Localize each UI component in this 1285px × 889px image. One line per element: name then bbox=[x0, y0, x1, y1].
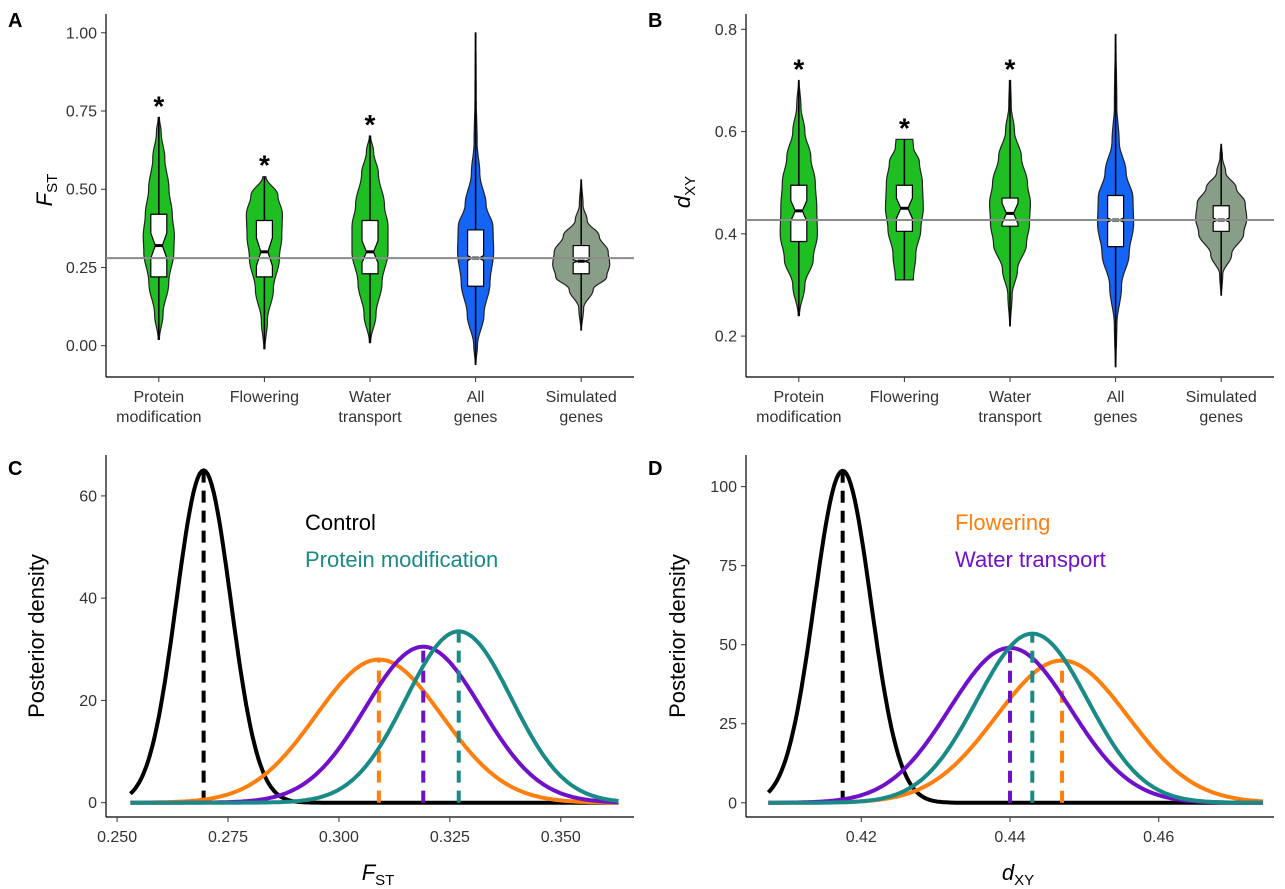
panel-c-y-axis-label: Posterior density bbox=[24, 554, 49, 718]
panel-a-y-tick-label: 1.00 bbox=[66, 25, 97, 42]
panel-c-legend-protein-modification: Protein modification bbox=[305, 547, 498, 572]
panel-b-significance-star: * bbox=[793, 53, 804, 84]
panel-d-plot-area: 0 25 50 75 100 0.42 0.44 0.46 bbox=[710, 455, 1274, 846]
panel-b-y-axis-label: dXY bbox=[670, 176, 699, 208]
panel-d-y-tick-label: 100 bbox=[710, 479, 737, 496]
panel-c-x-tick-label: 0.275 bbox=[208, 829, 248, 846]
panel-label-b: B bbox=[648, 10, 662, 32]
panel-c-density-curve bbox=[129, 468, 619, 805]
panel-c-density-curve bbox=[130, 629, 619, 805]
panel-d-y-tick-label: 75 bbox=[719, 558, 737, 575]
panel-d-legend-flowering: Flowering bbox=[955, 510, 1050, 535]
panel-c-y-tick-label: 60 bbox=[79, 488, 97, 505]
panel-c-x-tick-label: 0.300 bbox=[319, 829, 359, 846]
panel-c-plot-area: 0 20 40 60 0.250 0.275 0.300 0.325 0.350 bbox=[79, 455, 634, 846]
panel-b-x-tick-label: transport bbox=[978, 409, 1042, 426]
panel-d-y-tick-label: 25 bbox=[719, 716, 737, 733]
panel-a-x-tick-label: genes bbox=[559, 409, 603, 426]
panel-b-y-tick-label: 0.8 bbox=[715, 22, 737, 39]
panel-a-x-tick-label: Flowering bbox=[230, 389, 299, 406]
panel-c-legend-control: Control bbox=[305, 510, 376, 535]
panel-d-density-curve bbox=[768, 631, 1263, 805]
panel-a-significance-star: * bbox=[259, 150, 270, 181]
panel-a-box bbox=[255, 219, 273, 278]
panel-a-x-tick-label: Simulated bbox=[546, 389, 617, 406]
panel-d-x-tick-label: 0.46 bbox=[1143, 829, 1174, 846]
panel-a-x-tick-label: genes bbox=[454, 409, 498, 426]
panel-a-violin-fst: 0.00 0.25 0.50 0.75 1.00 Protein modification *… bbox=[32, 14, 634, 426]
panel-d-posterior-dxy: 0 25 50 75 100 0.42 0.44 0.46 Posterior density… bbox=[665, 455, 1274, 889]
panel-b-y-tick-label: 0.6 bbox=[715, 124, 737, 141]
panel-a-y-axis-label: FST bbox=[32, 174, 61, 207]
panel-b-x-tick-label: Flowering bbox=[870, 389, 939, 406]
panel-b-x-tick-label: genes bbox=[1094, 409, 1138, 426]
panel-b-x-tick-label: genes bbox=[1199, 409, 1243, 426]
panel-d-x-tick-label: 0.44 bbox=[994, 829, 1025, 846]
panel-a-box bbox=[361, 219, 379, 275]
panel-b-significance-star: * bbox=[899, 112, 910, 143]
panel-b-x-tick-label: Protein bbox=[773, 389, 824, 406]
panel-c-x-tick-label: 0.325 bbox=[430, 829, 470, 846]
panel-d-x-tick-label: 0.42 bbox=[846, 829, 877, 846]
panel-d-x-axis-label: dXY bbox=[1002, 860, 1034, 889]
panel-a-x-tick-label: All bbox=[467, 389, 485, 406]
panel-a-y-tick-label: 0.75 bbox=[66, 104, 97, 121]
panel-a-x-tick-label: modification bbox=[116, 409, 201, 426]
panel-d-y-axis-label: Posterior density bbox=[665, 554, 690, 718]
panel-a-y-tick-label: 0.00 bbox=[66, 338, 97, 355]
panel-a-x-tick-label: Water bbox=[349, 389, 392, 406]
panel-b-plot-area: 0.2 0.4 0.6 0.8 Protein modification * Flowerin… bbox=[715, 14, 1274, 426]
panel-c-density-curve bbox=[130, 657, 619, 805]
panel-c-x-tick-label: 0.350 bbox=[541, 829, 581, 846]
panel-a-x-tick-label: transport bbox=[338, 409, 402, 426]
panel-a-y-tick-label: 0.25 bbox=[66, 260, 97, 277]
panel-d-y-tick-label: 0 bbox=[728, 795, 737, 812]
panel-b-x-tick-label: modification bbox=[756, 409, 841, 426]
panel-b-x-tick-label: Water bbox=[989, 389, 1032, 406]
panel-b-y-tick-label: 0.4 bbox=[715, 226, 737, 243]
panel-a-significance-star: * bbox=[153, 90, 164, 121]
panel-c-y-tick-label: 40 bbox=[79, 591, 97, 608]
panel-b-box bbox=[1212, 205, 1230, 232]
panel-b-x-tick-label: Simulated bbox=[1186, 389, 1257, 406]
panel-b-x-tick-label: All bbox=[1107, 389, 1125, 406]
panel-label-d: D bbox=[648, 458, 662, 480]
panel-b-significance-star: * bbox=[1005, 53, 1016, 84]
panel-c-y-tick-label: 20 bbox=[79, 693, 97, 710]
panel-c-x-axis-label: FST bbox=[362, 860, 395, 889]
panel-c-y-tick-label: 0 bbox=[88, 795, 97, 812]
panel-a-significance-star: * bbox=[365, 109, 376, 140]
panel-a-x-tick-label: Protein bbox=[133, 389, 184, 406]
panel-a-y-tick-label: 0.50 bbox=[66, 182, 97, 199]
panel-label-c: C bbox=[8, 458, 22, 480]
panel-b-box bbox=[790, 184, 808, 243]
panel-d-y-tick-label: 50 bbox=[719, 637, 737, 654]
panel-a-box bbox=[572, 244, 590, 275]
panel-label-a: A bbox=[8, 10, 22, 32]
panel-d-density-curve bbox=[766, 468, 1263, 805]
panel-c-posterior-fst: 0 20 40 60 0.250 0.275 0.300 0.325 0.350 Posteri… bbox=[24, 455, 634, 889]
panel-d-legend-water-transport: Water transport bbox=[955, 547, 1106, 572]
panel-c-x-tick-label: 0.250 bbox=[97, 829, 137, 846]
panel-b-y-tick-label: 0.2 bbox=[715, 329, 737, 346]
panel-a-plot-area: 0.00 0.25 0.50 0.75 1.00 Protein modification *… bbox=[66, 14, 634, 426]
panel-b-violin-dxy: 0.2 0.4 0.6 0.8 Protein modification * Flowerin… bbox=[670, 14, 1274, 426]
